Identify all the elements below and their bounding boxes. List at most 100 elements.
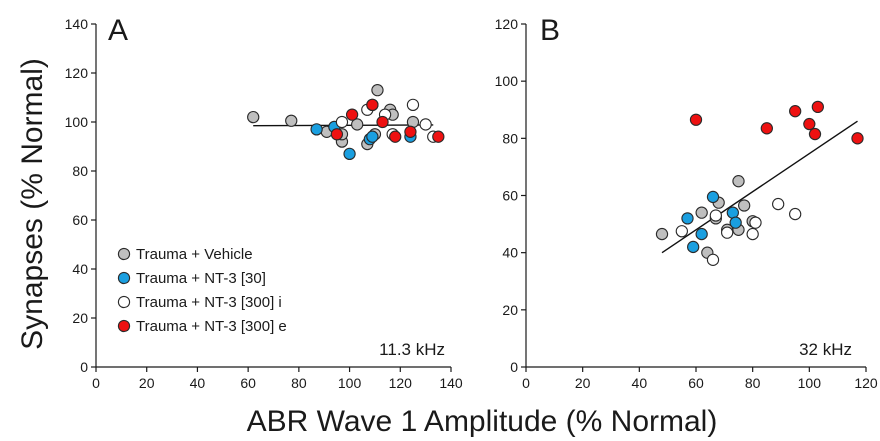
- legend-label: Trauma + Vehicle: [136, 246, 253, 263]
- panel-a-x-tick-label: 0: [92, 375, 100, 391]
- panel-b-x-tick-label: 120: [854, 375, 878, 391]
- data-point-vehicle: [371, 84, 384, 97]
- data-point-nt3_300_e: [689, 113, 703, 126]
- data-point-nt3_300_e: [432, 130, 445, 143]
- data-point-nt3_300_e: [345, 108, 359, 121]
- data-point-vehicle: [695, 206, 708, 219]
- panel-a-y-tick-label: 140: [65, 16, 89, 32]
- panel-a-freq-label: 11.3 kHz: [379, 340, 445, 359]
- data-point-vehicle: [351, 118, 364, 131]
- data-point-nt3_300_e: [376, 115, 389, 129]
- data-point-nt3_300_e: [389, 130, 402, 143]
- panel-a: A 11.3 kHz Trauma + Vehicle Trauma + NT-3…: [65, 14, 463, 391]
- data-point-nt3_300_e: [803, 117, 816, 131]
- panel-b-y-tick-label: 60: [502, 188, 518, 204]
- legend-marker: [117, 271, 131, 285]
- data-point-nt3_300_e: [808, 127, 822, 141]
- panel-b-y-tick-label: 40: [502, 245, 518, 261]
- data-point-nt3_300_i: [789, 207, 802, 221]
- panel-a-series-nt3_300_e: [330, 98, 445, 143]
- panel-a-y-tick-label: 20: [72, 310, 88, 326]
- data-point-nt3_30: [310, 123, 323, 136]
- legend-marker: [117, 247, 131, 261]
- x-axis-title: ABR Wave 1 Amplitude (% Normal): [247, 405, 718, 438]
- data-point-nt3_30: [343, 147, 356, 160]
- data-point-nt3_300_i: [419, 118, 432, 131]
- panel-a-y-tick-label: 40: [72, 261, 88, 277]
- data-point-nt3_300_i: [335, 115, 349, 129]
- legend-item-nt3_30: Trauma + NT-3 [30]: [117, 270, 266, 287]
- panel-a-y-tick-label: 60: [72, 212, 88, 228]
- panel-b-x-tick-label: 0: [522, 375, 530, 391]
- panel-a-label: A: [108, 14, 128, 47]
- legend-label: Trauma + NT-3 [300] i: [136, 294, 282, 311]
- panel-b-fit-line: [661, 120, 858, 254]
- panel-a-axes: 0 20 40 60 80 100 120 140 0 20 40 60 80 100 120 140: [65, 16, 463, 391]
- data-point-nt3_30: [729, 216, 742, 229]
- panel-b-series-nt3_300_i: [675, 197, 802, 266]
- data-point-vehicle: [247, 110, 260, 124]
- data-point-nt3_300_e: [404, 125, 417, 138]
- panel-a-x-tick-label: 80: [291, 375, 307, 391]
- panel-b-y-tick-label: 80: [502, 130, 518, 146]
- data-point-nt3_300_i: [772, 197, 785, 211]
- panel-b-axes: 0 20 40 60 80 100 120 0 20 40 60 80 100 120: [495, 16, 878, 391]
- panel-b-label: B: [540, 14, 560, 47]
- panel-b-series-nt3_30: [681, 190, 742, 254]
- data-point-nt3_300_e: [789, 105, 802, 118]
- panel-b-x-tick-label: 40: [632, 375, 648, 391]
- data-point-nt3_300_e: [851, 132, 864, 145]
- data-point-nt3_30: [366, 130, 379, 143]
- panel-b-y-tick-label: 0: [510, 359, 518, 375]
- data-point-nt3_300_i: [706, 253, 720, 266]
- panel-b-series-nt3_300_e: [689, 100, 864, 145]
- data-point-vehicle: [655, 227, 669, 241]
- panel-a-y-tick-label: 0: [80, 359, 88, 375]
- data-point-nt3_30: [706, 190, 720, 204]
- data-point-vehicle: [738, 199, 751, 212]
- legend-item-nt3_300_e: Trauma + NT-3 [300] e: [117, 318, 287, 335]
- data-point-nt3_300_e: [366, 98, 379, 111]
- panel-b-y-tick-label: 120: [495, 16, 519, 32]
- panel-a-y-tick-label: 100: [65, 114, 89, 130]
- panel-b-x-tick-label: 20: [575, 375, 591, 391]
- data-point-nt3_300_i: [721, 226, 734, 239]
- data-point-nt3_300_i: [406, 98, 420, 111]
- legend-label: Trauma + NT-3 [300] e: [136, 318, 287, 335]
- data-point-nt3_30: [695, 227, 708, 241]
- data-point-nt3_300_i: [709, 209, 722, 222]
- data-point-vehicle: [285, 114, 298, 127]
- legend: Trauma + Vehicle Trauma + NT-3 [30] Trauma…: [117, 246, 287, 335]
- panel-a-x-tick-label: 20: [139, 375, 155, 391]
- panel-a-x-tick-label: 100: [338, 375, 362, 391]
- legend-label: Trauma + NT-3 [30]: [136, 270, 266, 287]
- panel-a-y-tick-label: 120: [65, 65, 89, 81]
- panel-b-x-tick-label: 60: [688, 375, 704, 391]
- panel-a-x-tick-label: 40: [190, 375, 206, 391]
- panel-b-x-tick-label: 100: [798, 375, 822, 391]
- panel-a-x-tick-label: 140: [439, 375, 463, 391]
- legend-item-vehicle: Trauma + Vehicle: [117, 246, 253, 263]
- panel-b-x-tick-label: 80: [745, 375, 761, 391]
- panel-b-y-tick-label: 100: [495, 73, 519, 89]
- data-point-nt3_30: [681, 212, 694, 225]
- data-point-nt3_300_i: [749, 216, 762, 229]
- data-point-vehicle: [732, 175, 745, 188]
- panel-b: B 32 kHz 0 20 40 60 80 100 120 0 20 40 60 80 100 120: [495, 14, 878, 391]
- legend-item-nt3_300_i: Trauma + NT-3 [300] i: [117, 294, 282, 311]
- data-point-nt3_300_i: [675, 225, 688, 238]
- panel-a-x-tick-label: 120: [389, 375, 413, 391]
- data-point-nt3_300_e: [330, 128, 344, 141]
- data-point-nt3_30: [687, 240, 700, 254]
- panel-b-y-tick-label: 20: [502, 302, 518, 318]
- panel-a-y-tick-label: 80: [72, 163, 88, 179]
- legend-marker: [117, 319, 131, 333]
- y-axis-title: Synapses (% Normal): [16, 58, 49, 350]
- data-point-nt3_300_i: [746, 227, 759, 241]
- legend-marker: [117, 295, 131, 309]
- panel-b-freq-label: 32 kHz: [799, 340, 852, 359]
- data-point-nt3_300_e: [811, 100, 824, 114]
- panel-a-x-tick-label: 60: [240, 375, 256, 391]
- data-point-nt3_30: [726, 206, 739, 219]
